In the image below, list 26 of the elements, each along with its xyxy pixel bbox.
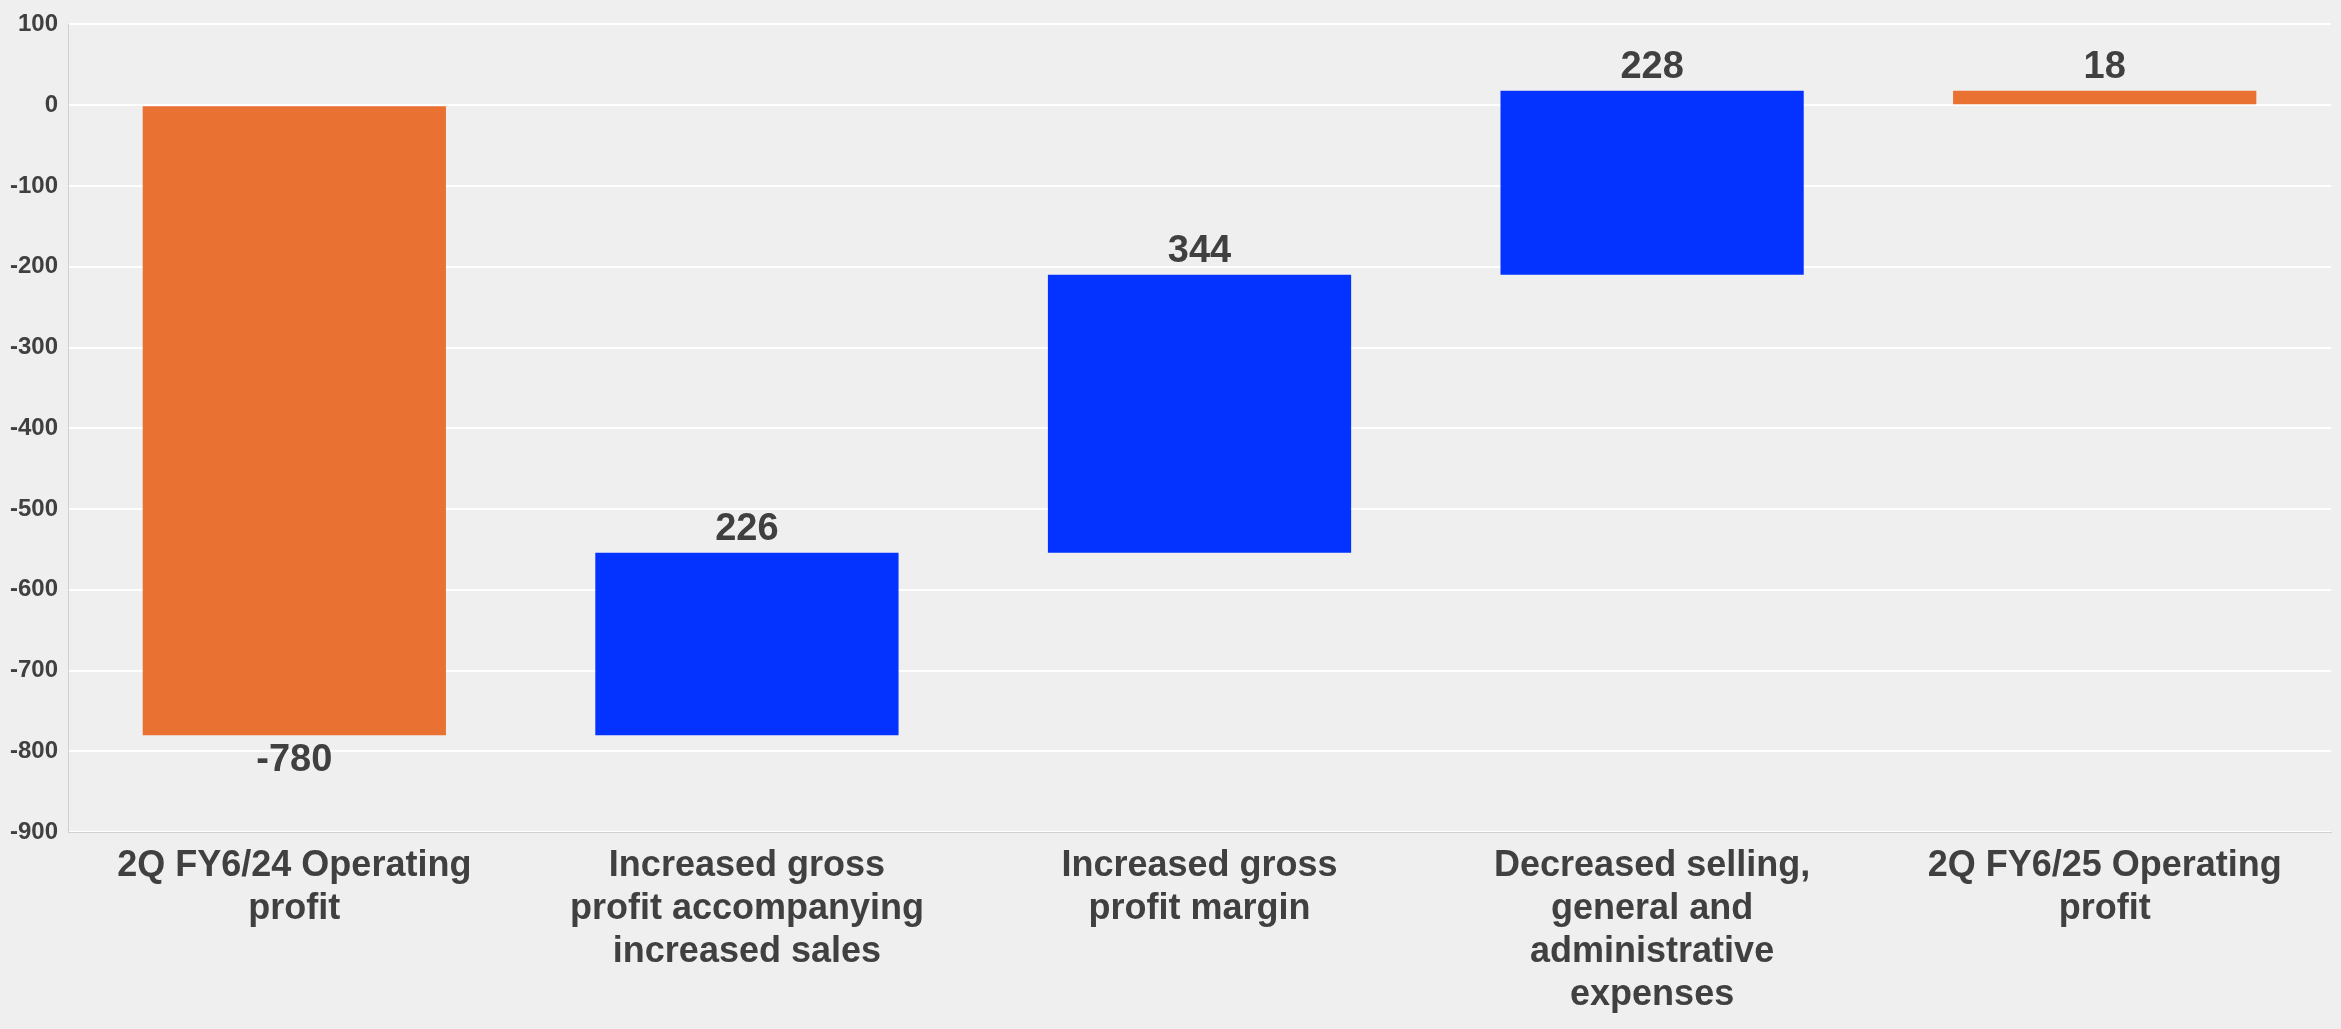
data-label: 344 bbox=[1167, 228, 1232, 271]
y-tick-label: -500 bbox=[9, 493, 59, 521]
y-tick-label: -300 bbox=[9, 332, 59, 360]
x-tick-label: Decreased selling, general and administrative expenses bbox=[1494, 842, 1811, 1014]
x-tick-label: Increased gross profit accompanying increased sales bbox=[569, 842, 924, 971]
y-tick-label: -400 bbox=[9, 412, 59, 440]
data-label: 18 bbox=[2083, 44, 2126, 87]
data-label: -780 bbox=[256, 736, 333, 779]
bar bbox=[1953, 90, 2257, 105]
bar bbox=[142, 106, 446, 736]
x-tick-label: Increased gross profit margin bbox=[1061, 842, 1338, 927]
y-tick-label: 0 bbox=[44, 89, 59, 117]
y-tick-label: 100 bbox=[17, 9, 59, 37]
data-label: 228 bbox=[1620, 44, 1684, 87]
y-tick-label: -200 bbox=[9, 251, 59, 279]
bar bbox=[595, 552, 899, 736]
y-tick-label: -800 bbox=[9, 736, 59, 764]
x-tick-label: 2Q FY6/25 Operating profit bbox=[1927, 842, 2282, 927]
y-tick-label: -600 bbox=[9, 574, 59, 602]
y-tick-label: -700 bbox=[9, 655, 59, 683]
x-tick-label: 2Q FY6/24 Operating profit bbox=[117, 842, 472, 927]
y-tick-label: -900 bbox=[9, 816, 59, 844]
bar bbox=[1500, 90, 1804, 275]
y-tick-label: -100 bbox=[9, 170, 59, 198]
data-label: 226 bbox=[715, 506, 779, 549]
bar bbox=[1047, 274, 1352, 553]
